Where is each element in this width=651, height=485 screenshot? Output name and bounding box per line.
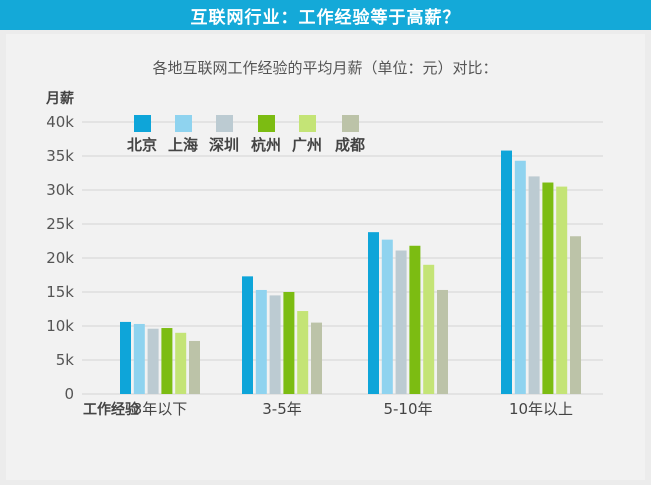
legend-swatch-上海 — [175, 115, 192, 132]
bar-杭州-3-5年 — [283, 292, 295, 394]
y-tick-labels: 0 5k 10k 15k 20k 25k 30k 35k 40k — [46, 113, 74, 403]
y-axis-label: 月薪 — [45, 90, 74, 107]
bar-杭州-3年以下 — [161, 328, 173, 394]
x-tick-label: 5-10年 — [383, 400, 432, 418]
bar-杭州-5-10年 — [409, 245, 421, 394]
y-tick-label: 40k — [46, 113, 74, 131]
bar-深圳-3-5年 — [269, 295, 281, 394]
y-tick-label: 30k — [46, 181, 74, 199]
bar-成都-3年以下 — [189, 340, 200, 394]
legend-label-北京: 北京 — [127, 136, 157, 154]
y-tick-label: 15k — [46, 283, 74, 301]
banner-title: 互联网行业：工作经验等于高薪？ — [190, 7, 461, 28]
legend-label-杭州: 杭州 — [251, 136, 281, 154]
legend-label-深圳: 深圳 — [209, 136, 239, 154]
bar-成都-10年以上 — [570, 236, 581, 394]
bar-深圳-3年以下 — [147, 328, 159, 394]
bar-广州-3-5年 — [297, 311, 309, 394]
bar-北京-3年以下 — [120, 321, 131, 394]
legend-label-上海: 上海 — [168, 136, 198, 154]
legend-swatch-北京 — [134, 115, 151, 132]
y-tick-label: 35k — [46, 147, 74, 165]
x-tick-label: 10年以上 — [509, 400, 573, 418]
bar-广州-10年以上 — [556, 186, 568, 394]
bar-北京-5-10年 — [368, 232, 379, 394]
bar-广州-3年以下 — [175, 332, 187, 394]
legend-swatch-深圳 — [216, 115, 233, 132]
chart-title: 各地互联网工作经验的平均月薪（单位：元）对比： — [152, 59, 497, 77]
legend-label-广州: 广州 — [292, 136, 322, 154]
bars — [120, 150, 581, 394]
x-tick-label: 3年以下 — [133, 400, 188, 418]
bar-北京-3-5年 — [242, 276, 253, 394]
bar-杭州-10年以上 — [542, 182, 554, 394]
legend-swatch-成都 — [342, 115, 359, 132]
legend-label-成都: 成都 — [335, 136, 365, 154]
bar-成都-5-10年 — [437, 289, 448, 394]
x-axis-label: 工作经验 — [83, 401, 140, 418]
x-tick-label: 3-5年 — [262, 400, 302, 418]
legend-swatch-杭州 — [258, 115, 275, 132]
y-tick-label: 10k — [46, 317, 74, 335]
y-tick-label: 25k — [46, 215, 74, 233]
bar-成都-3-5年 — [311, 322, 322, 394]
bar-广州-5-10年 — [423, 264, 435, 394]
y-tick-label: 5k — [56, 351, 75, 369]
y-tick-label: 0 — [64, 385, 74, 403]
bar-北京-10年以上 — [501, 150, 512, 394]
bar-上海-3-5年 — [255, 289, 267, 394]
bar-深圳-5-10年 — [395, 250, 407, 394]
bar-上海-10年以上 — [514, 160, 526, 394]
bar-深圳-10年以上 — [528, 176, 540, 394]
bar-上海-3年以下 — [133, 323, 145, 394]
x-tick-labels: 3年以下 3-5年 5-10年 10年以上 — [133, 400, 573, 418]
legend: 北京 上海 深圳 杭州 广州 成都 — [127, 115, 365, 154]
banner: 互联网行业：工作经验等于高薪？ — [0, 0, 651, 30]
legend-swatch-广州 — [299, 115, 316, 132]
bar-上海-5-10年 — [381, 239, 393, 394]
y-tick-label: 20k — [46, 249, 74, 267]
